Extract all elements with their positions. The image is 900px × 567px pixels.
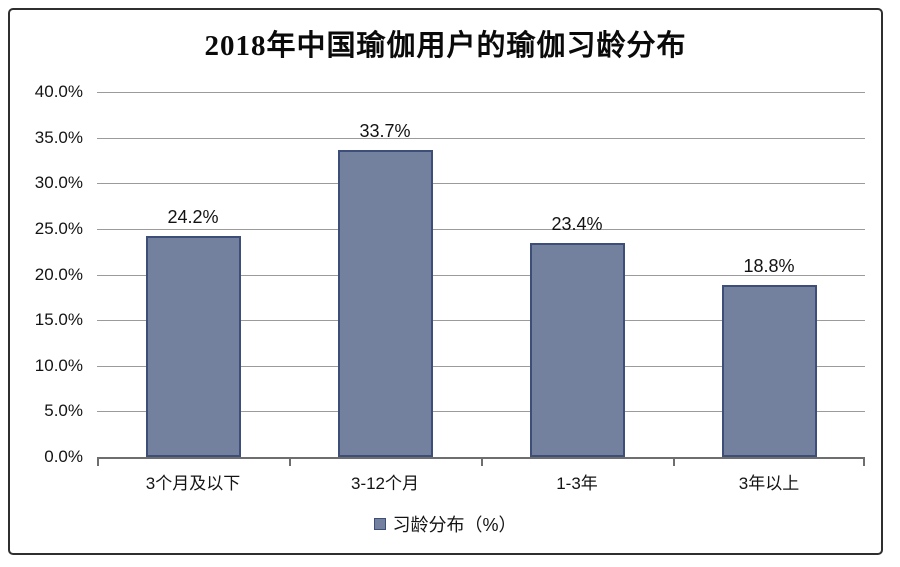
chart-title: 2018年中国瑜伽用户的瑜伽习龄分布 [204,30,687,62]
bar [721,285,817,457]
x-category-label: 3-12个月 [350,474,420,493]
x-axis-tick [289,457,291,466]
gridline [97,137,865,139]
plot-area: 0.0% 5.0% 10.0% 15.0% 20.0% 25.0% 30.0% 35.0% 40… [35,82,865,493]
gridline [97,228,865,230]
bar [529,243,625,457]
gridline [97,320,865,322]
x-axis-tick [673,457,675,466]
bar-value-label: 24.2% [167,207,219,228]
y-tick-label: 10.0% [34,355,83,375]
bar-value-label: 18.8% [743,256,795,277]
bar [145,236,241,457]
x-axis-tick [481,457,483,466]
gridline [97,411,865,413]
gridline [97,92,865,93]
y-tick-label: 25.0% [34,218,83,238]
legend-label: 习龄分布（%） [392,515,517,535]
bar-value-label: 23.4% [551,214,603,235]
x-category-label: 1-3年 [556,474,598,493]
bar-value-label: 33.7% [359,120,411,141]
bar [337,149,433,457]
y-tick-label: 35.0% [34,127,83,147]
gridline [97,183,865,185]
y-tick-label: 0.0% [44,447,83,466]
gridline [97,274,865,276]
gridline [97,365,865,367]
y-tick-label: 15.0% [34,310,83,330]
chart-frame: 2018年中国瑜伽用户的瑜伽习龄分布 0.0% 5.0% 10.0% 15.0% 20.… [8,8,883,555]
x-axis-tick [863,457,865,466]
x-axis-tick [97,457,99,466]
y-tick-label: 30.0% [34,173,83,193]
legend: 习龄分布（%） [10,511,881,537]
x-category-label: 3个月及以下 [145,474,241,493]
y-tick-label: 40.0% [34,82,83,101]
y-tick-label: 20.0% [34,264,83,284]
y-tick-label: 5.0% [44,401,83,421]
x-category-label: 3年以上 [738,474,800,493]
legend-marker-icon [374,518,387,530]
